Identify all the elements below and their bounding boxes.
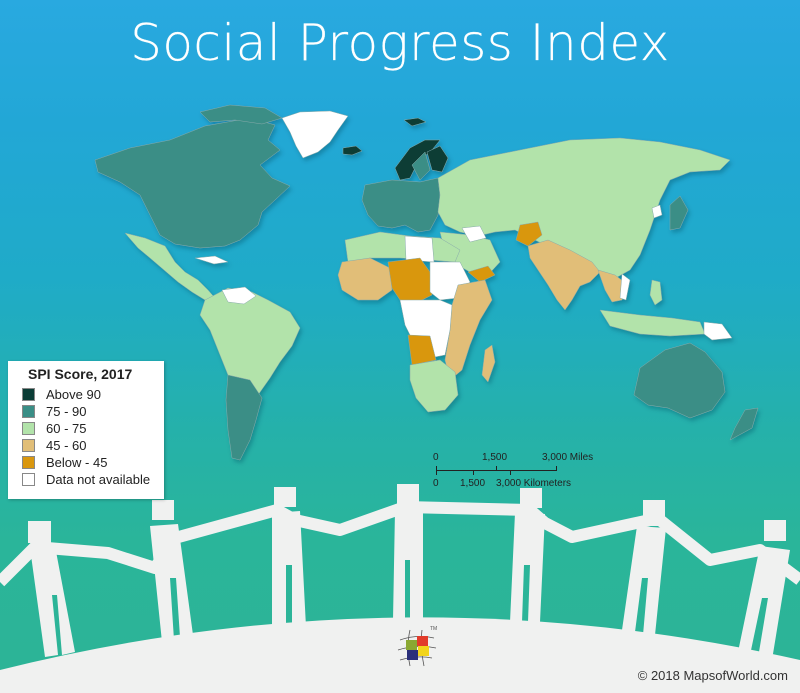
- legend-title: SPI Score, 2017: [28, 366, 133, 382]
- legend-item-60-75: 60 - 75: [22, 420, 164, 437]
- scale-km-3000: 3,000 Kilometers: [496, 478, 572, 489]
- region-japan: [669, 195, 689, 231]
- region-central-africa: [399, 299, 453, 359]
- scale-bar: 0 1,500 3,000 Miles 0 1,500 3,000 Kilome…: [430, 452, 600, 497]
- region-caribbean: [194, 255, 229, 265]
- page-title: Social Progress Index: [130, 14, 670, 72]
- region-new-zealand: [729, 407, 759, 441]
- scale-tick: [436, 466, 437, 475]
- person-figure: [272, 487, 306, 630]
- trademark-label: TM: [430, 626, 437, 632]
- holding-hands-arms: [0, 501, 800, 587]
- scale-km-0: 0: [433, 478, 439, 489]
- region-greenland: [281, 110, 349, 159]
- region-madagascar: [481, 344, 496, 383]
- region-sahel: [387, 257, 433, 303]
- person-figure: [738, 520, 790, 660]
- scale-tick: [510, 470, 511, 475]
- person-figure: [622, 500, 666, 635]
- region-afghanistan: [515, 221, 543, 247]
- region-angola: [407, 334, 437, 366]
- copyright-text: © 2018 MapsofWorld.com: [637, 668, 788, 683]
- region-south-america: [199, 287, 301, 406]
- region-vietnam: [619, 273, 631, 301]
- scale-tick: [473, 470, 474, 475]
- scale-tick: [496, 466, 497, 471]
- region-sweden: [411, 151, 431, 181]
- region-west-africa: [337, 257, 393, 301]
- legend-item-75-90: 75 - 90: [22, 403, 164, 420]
- region-europe: [361, 177, 441, 233]
- swatch-45-60: [22, 439, 35, 452]
- legend-item-45-60: 45 - 60: [22, 437, 164, 454]
- region-canada-islands: [199, 104, 283, 125]
- region-korea-north: [651, 204, 663, 219]
- ground-arc: [0, 617, 800, 693]
- swatch-above-90: [22, 388, 35, 401]
- legend-item-above-90: Above 90: [22, 386, 164, 403]
- scale-km-1500: 1,500: [460, 478, 486, 489]
- swatch-no-data: [22, 473, 35, 486]
- region-argentina: [225, 374, 263, 461]
- region-australia: [633, 342, 726, 419]
- legend-item-below-45: Below - 45: [22, 454, 164, 471]
- swatch-75-90: [22, 405, 35, 418]
- legend-label: Above 90: [46, 387, 101, 402]
- region-yemen: [467, 265, 496, 283]
- region-venezuela: [221, 286, 257, 305]
- person-figure: [393, 484, 423, 620]
- mapsofworld-logo-icon: TM: [397, 626, 437, 667]
- region-philippines: [649, 279, 663, 306]
- legend-label: Data not available: [46, 472, 151, 487]
- scale-miles-3000: 3,000 Miles: [542, 452, 594, 463]
- legend-label: 45 - 60: [46, 438, 87, 453]
- region-iceland: [342, 145, 363, 156]
- person-figure: [28, 521, 75, 657]
- region-southern-africa: [409, 359, 459, 413]
- person-figure: [510, 488, 545, 622]
- legend-label: 60 - 75: [46, 421, 87, 436]
- person-figure: [150, 500, 193, 642]
- region-papua: [703, 321, 733, 341]
- legend-label: 75 - 90: [46, 404, 87, 419]
- swatch-below-45: [22, 456, 35, 469]
- swatch-60-75: [22, 422, 35, 435]
- legend-item-no-data: Data not available: [22, 471, 164, 488]
- scale-miles-1500: 1,500: [482, 452, 508, 463]
- region-south-asia: [527, 239, 601, 311]
- region-finland: [426, 145, 449, 173]
- scale-miles-0: 0: [433, 452, 439, 463]
- region-svalbard: [403, 117, 427, 127]
- legend: SPI Score, 2017 Above 90 75 - 90 60 - 75…: [8, 361, 164, 499]
- scale-tick: [556, 466, 557, 471]
- region-iraq-syria: [461, 225, 487, 243]
- legend-label: Below - 45: [46, 455, 108, 470]
